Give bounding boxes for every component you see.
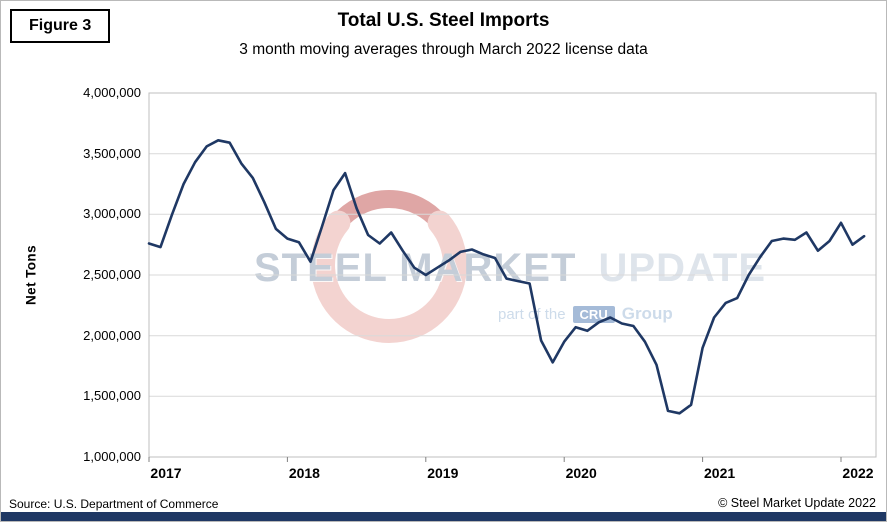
chart-subtitle: 3 month moving averages through March 20… — [239, 41, 648, 58]
chart-title: Total U.S. Steel Imports — [337, 10, 550, 31]
x-axis-tick-label: 2021 — [704, 465, 736, 481]
source-text: Source: U.S. Department of Commerce — [9, 497, 219, 511]
y-axis-title: Net Tons — [23, 245, 39, 305]
watermark-update-text: UPDATE — [598, 246, 766, 290]
x-axis-tick-label: 2019 — [427, 465, 459, 481]
watermark-swoosh-icon — [311, 189, 467, 343]
watermark-steel-market-text: STEEL MARKET — [254, 246, 577, 290]
y-axis-tick-label: 1,500,000 — [83, 388, 141, 404]
y-axis-tick-label: 2,000,000 — [83, 327, 141, 343]
x-axis-tick-label: 2022 — [842, 465, 874, 481]
watermark-tagline-prefix: part of the — [498, 305, 566, 323]
watermark-tagline: part of the CRU Group — [498, 304, 673, 324]
copyright-text: © Steel Market Update 2022 — [718, 496, 876, 510]
y-axis-tick-label: 3,000,000 — [83, 206, 141, 222]
y-axis-tick-label: 4,000,000 — [83, 85, 141, 100]
x-axis-tick-label: 2017 — [150, 465, 182, 481]
cru-badge: CRU — [572, 305, 615, 323]
watermark-tagline-suffix: Group — [621, 304, 673, 323]
x-axis-tick-label: 2018 — [288, 465, 320, 481]
y-axis-tick-label: 2,500,000 — [83, 267, 141, 282]
figure-label: Figure 3 — [10, 9, 111, 43]
y-axis-tick-label: 3,500,000 — [83, 145, 141, 161]
bottom-accent-bar — [1, 512, 886, 521]
y-axis-tick-label: 1,000,000 — [83, 449, 141, 464]
watermark-title: STEEL MARKET UPDATE — [254, 246, 766, 291]
x-axis-tick-label: 2020 — [565, 465, 597, 481]
